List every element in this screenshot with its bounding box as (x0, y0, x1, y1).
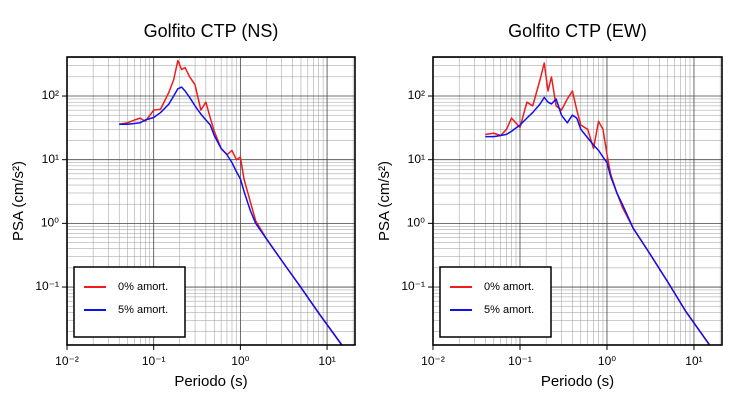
x-tick-label: 10⁻¹ (508, 354, 532, 368)
y-tick-label: 10⁰ (41, 216, 59, 230)
x-axis-label: Periodo (s) (174, 373, 247, 390)
x-tick-label: 10⁻² (55, 354, 79, 368)
y-tick-label: 10⁻¹ (401, 279, 425, 293)
y-tick-label: 10⁻¹ (35, 279, 59, 293)
y-tick-label: 10² (42, 88, 59, 102)
y-tick-label: 10¹ (408, 152, 425, 166)
legend-box (73, 266, 186, 338)
x-tick-label: 10¹ (685, 354, 702, 368)
plot-frame (66, 56, 356, 346)
x-axis-label: Periodo (s) (541, 373, 614, 390)
x-tick-label: 10⁻¹ (142, 354, 166, 368)
chart-title: Golfito CTP (EW) (508, 21, 647, 41)
subplot: 10⁻² 10⁻¹ 10⁰ 10¹ 10⁻¹ 10⁰ 10¹ 10² Golfito CTP (… (376, 21, 723, 390)
x-tick-label: 10¹ (318, 354, 335, 368)
series-line (119, 86, 343, 346)
x-tick-label: 10⁻² (421, 354, 445, 368)
legend-label: 0% amort. (118, 281, 168, 293)
x-tick-label: 10⁰ (598, 354, 616, 368)
legend-label: 5% amort. (484, 304, 534, 316)
series-line (119, 59, 343, 346)
legend-label: 5% amort. (118, 304, 168, 316)
plot-frame (432, 56, 723, 346)
y-tick-label: 10¹ (42, 152, 59, 166)
y-tick-label: 10⁰ (407, 216, 425, 230)
legend-box (439, 266, 552, 338)
x-tick-label: 10⁰ (231, 354, 249, 368)
series-line (485, 96, 710, 345)
legend-label: 0% amort. (484, 281, 534, 293)
y-tick-label: 10² (408, 88, 425, 102)
series-line (485, 62, 710, 345)
y-axis-label: PSA (cm/s²) (376, 161, 393, 241)
subplot: 10⁻² 10⁻¹ 10⁰ 10¹ 10⁻¹ 10⁰ 10¹ 10² Golfito CTP (… (10, 21, 356, 390)
chart-title: Golfito CTP (NS) (144, 21, 279, 41)
y-axis-label: PSA (cm/s²) (10, 161, 27, 241)
